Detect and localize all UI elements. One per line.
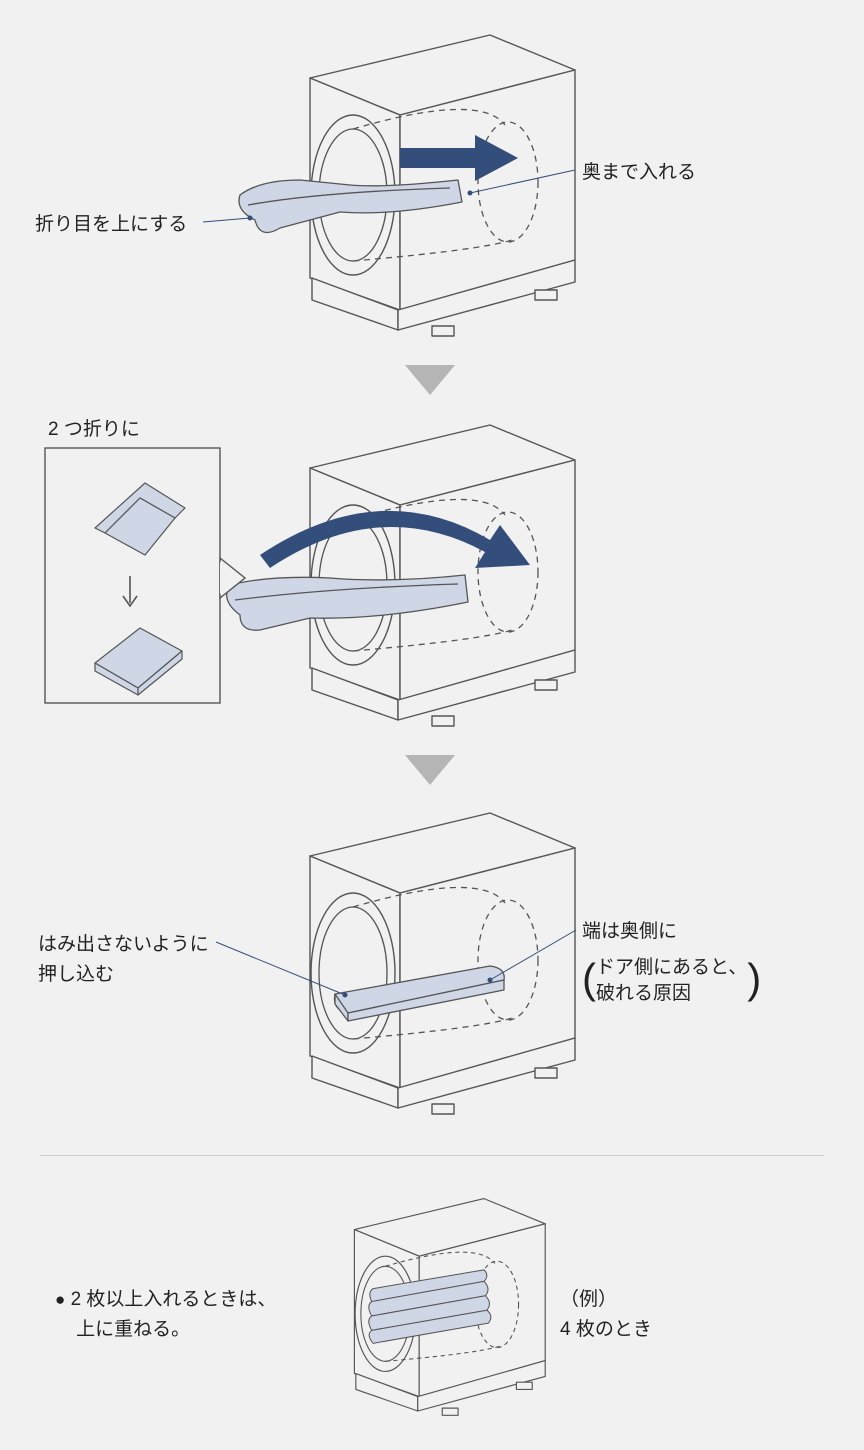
step1-figure bbox=[239, 35, 575, 336]
step-arrow-1 bbox=[405, 365, 455, 395]
step-arrow-2 bbox=[405, 755, 455, 785]
step3-figure bbox=[310, 813, 575, 1114]
step2-figure bbox=[227, 425, 575, 726]
step2-inset bbox=[45, 448, 245, 703]
footer-figure bbox=[354, 1199, 545, 1416]
diagram-svg bbox=[0, 0, 864, 1450]
